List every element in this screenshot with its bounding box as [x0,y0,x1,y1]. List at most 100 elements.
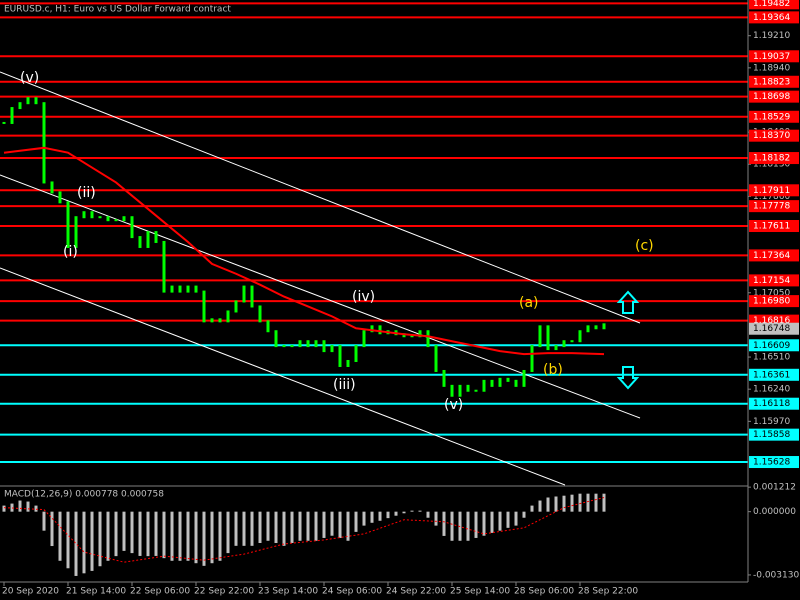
macd-bar [354,511,358,532]
level-label: 1.18370 [753,131,790,141]
price-bar [338,345,342,367]
price-bar [530,345,534,372]
price-bar [282,345,286,348]
price-bar [490,379,494,387]
macd-bar [418,510,422,512]
level-label: 1.15858 [753,430,790,440]
macd-bar [154,511,158,556]
price-bar [314,340,318,348]
price-bar [130,216,134,239]
chart-title: EURUSD.c, H1: Euro vs US Dollar Forward … [4,5,231,15]
y-tick-label: 1.17860 [753,192,790,202]
price-bar [106,216,110,222]
macd-bar [514,511,518,526]
price-bar [514,379,518,387]
price-bar [546,325,550,351]
macd-bar [394,511,398,516]
level-label: 1.18182 [753,154,790,164]
macd-bar [58,511,62,561]
macd-bar [26,501,30,512]
macd-bar [346,511,350,541]
macd-bar [258,511,262,543]
macd-bar [314,511,318,541]
y-tick-label: 1.16510 [753,353,790,363]
wave-label: (b) [543,362,563,378]
level-label: 1.19364 [753,13,790,23]
price-bar [226,310,230,323]
price-bar [58,191,62,204]
level-label: 1.19037 [753,52,790,62]
price-bar [346,359,350,367]
macd-bar [2,505,6,512]
price-bar [90,211,94,219]
price-bar [322,340,326,353]
price-bar [562,340,566,348]
moving-average [3,146,605,356]
price-bar [570,340,574,343]
level-label-box [749,295,799,308]
level-label: 1.17154 [753,276,790,286]
macd-bar [130,511,134,554]
x-tick-label: 28 Sep 22:00 [578,587,638,597]
macd-bar [42,511,46,531]
x-tick-label: 28 Sep 06:00 [514,587,574,597]
price-bar [378,325,382,335]
level-label: 1.16361 [753,370,790,380]
macd-bar [10,503,14,512]
price-bar [162,240,166,293]
macd-bar [218,511,222,561]
level-label: 1.15628 [753,458,790,468]
macd-bar [602,493,606,512]
price-bar [154,231,158,243]
wave-label: (iii) [333,377,356,393]
down-arrow [616,366,640,390]
price-bar [2,121,6,124]
plot: (v) (ii) (i) (iv) (iii) (v) (a) (b) (c) [2,70,654,576]
price-bar [354,345,358,362]
macd-bar [234,511,238,546]
macd-bar [34,505,38,512]
price-bar [602,323,606,330]
channel-line [0,71,641,324]
macd-bar [90,511,94,571]
x-tick-label: 23 Sep 14:00 [258,587,318,597]
current-price-box [749,322,799,335]
macd-bar [266,511,270,541]
macd-bar [122,511,126,551]
price-bar [474,389,478,392]
x-tick-label: 22 Sep 06:00 [130,587,190,597]
y-tick-label: 1.18130 [753,160,790,170]
wave-label: (a) [519,295,539,311]
price-bar [138,236,142,248]
macd-bar [186,511,190,561]
level-label: 1.18529 [753,112,790,122]
macd-bar [578,493,582,512]
price-bar [290,345,294,348]
level-label-box [749,75,799,88]
price-bar [210,318,214,323]
price-bar [66,201,70,248]
macd-bar [426,511,430,518]
level-label-box [749,11,799,24]
macd-bar [530,505,534,512]
macd-bar [434,511,438,526]
level-label: 1.17611 [753,222,790,232]
price-bar [194,285,198,293]
price-bar [114,219,118,222]
price-bar [586,325,590,333]
macd-bar [202,511,206,566]
price-bar [506,377,510,382]
price-bar [434,345,438,372]
price-bar [538,325,542,348]
price-bar [202,290,206,323]
x-tick-label: 22 Sep 22:00 [194,587,254,597]
macd-bar [50,511,54,547]
price-bar [122,216,126,222]
macd-bar [338,511,342,538]
price-bar [10,107,14,124]
price-bar [306,340,310,348]
price-bar [186,285,190,293]
macd-bar [298,511,302,541]
price-bar [554,345,558,351]
